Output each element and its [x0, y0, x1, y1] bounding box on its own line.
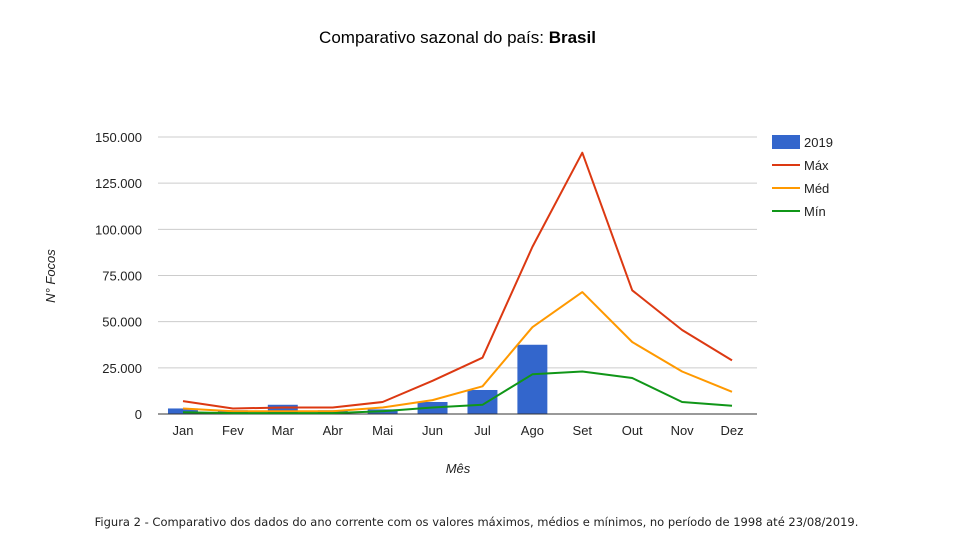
y-tick-label: 25.000: [102, 361, 142, 376]
series-line-Mín: [182, 370, 733, 415]
x-tick-label: Jun: [422, 423, 443, 438]
bar-2019: [467, 389, 498, 414]
legend-swatch: [772, 135, 800, 149]
series-line-Máx: [182, 151, 733, 410]
y-tick-label: 50.000: [102, 315, 142, 330]
x-tick-label: Mar: [272, 423, 295, 438]
chart-title-prefix: Comparativo sazonal do país:: [319, 28, 544, 47]
legend-label: Mín: [804, 204, 826, 219]
chart-title-country: Brasil: [548, 28, 596, 47]
x-tick-label: Ago: [521, 423, 544, 438]
x-tick-label: Mai: [372, 423, 393, 438]
x-tick-label: Fev: [222, 423, 244, 438]
legend-label: Méd: [804, 181, 829, 196]
series-line-Méd: [182, 291, 733, 413]
x-tick-label: Set: [573, 423, 593, 438]
x-tick-label: Jul: [474, 423, 491, 438]
x-tick-label: Jan: [172, 423, 193, 438]
figure-caption: Figura 2 - Comparativo dos dados do ano …: [94, 515, 859, 529]
legend-label: 2019: [804, 135, 833, 150]
x-tick-label: Nov: [671, 423, 695, 438]
y-tick-label: 100.000: [95, 222, 142, 237]
y-axis-title: N° Focos: [43, 249, 58, 303]
x-tick-label: Dez: [720, 423, 743, 438]
chart-title: Comparativo sazonal do país: Brasil: [0, 28, 915, 48]
bar-2019: [517, 344, 548, 414]
y-tick-label: 150.000: [95, 130, 142, 145]
y-tick-label: 125.000: [95, 176, 142, 191]
legend-label: Máx: [804, 158, 829, 173]
x-tick-label: Abr: [323, 423, 344, 438]
bar-2019: [267, 404, 298, 414]
x-axis-title: Mês: [446, 461, 471, 476]
y-tick-label: 0: [135, 407, 142, 422]
bar-2019: [167, 408, 198, 414]
x-tick-label: Out: [622, 423, 643, 438]
y-tick-label: 75.000: [102, 269, 142, 284]
